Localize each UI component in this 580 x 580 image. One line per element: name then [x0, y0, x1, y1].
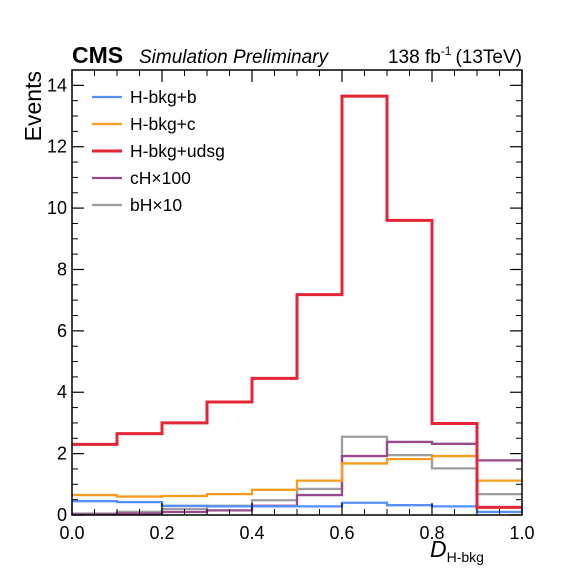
y-tick-label: 12: [47, 137, 67, 157]
series-line-h-bkg-b: [72, 500, 522, 514]
plot-frame: [71, 69, 523, 516]
series-line-h-bkg-udsg: [72, 94, 522, 509]
legend-label: H-bkg+udsg: [130, 141, 225, 161]
lumi-label: 138 fb-1 (13TeV): [388, 44, 522, 68]
series-line-h-bkg-c: [72, 454, 522, 498]
x-tick-label: 0.0: [59, 523, 84, 543]
x-tick-label: 0.2: [149, 523, 174, 543]
legend-label: bH×10: [130, 195, 182, 215]
x-tick-label: 0.8: [419, 523, 444, 543]
y-axis-title: Events: [20, 71, 46, 141]
x-axis-title-sub: H-bkg: [447, 549, 484, 565]
y-tick-label: 0: [57, 505, 67, 525]
legend-label: cH×100: [130, 168, 191, 188]
x-tick-label: 0.4: [239, 523, 264, 543]
y-tick-label: 2: [57, 444, 67, 464]
x-tick-label: 1.0: [509, 523, 534, 543]
y-tick-label: 4: [57, 382, 67, 402]
lumi-value: 138 fb: [388, 47, 441, 68]
x-axis-title: DH-bkg: [430, 536, 484, 565]
plot-area: 0.0 0.2 0.4 0.6 0.8 1.0 0 2 4 6 8 10 12 14 H-bkg+b H-bk…: [47, 69, 535, 543]
y-tick-label: 14: [47, 75, 67, 95]
y-tick-label: 8: [57, 259, 67, 279]
legend-label: H-bkg+b: [130, 87, 197, 107]
x-axis-title-main: D: [430, 536, 447, 562]
energy-label: (13TeV): [455, 47, 522, 68]
y-tick-label: 6: [57, 321, 67, 341]
series-line-ch-100: [72, 440, 522, 516]
status-label: Simulation Preliminary: [139, 47, 330, 68]
x-tick-label: 0.6: [329, 523, 354, 543]
experiment-label: CMS: [72, 42, 123, 68]
lumi-exponent: -1: [441, 44, 452, 58]
y-tick-label: 10: [47, 198, 67, 218]
legend-label: H-bkg+c: [130, 114, 196, 134]
